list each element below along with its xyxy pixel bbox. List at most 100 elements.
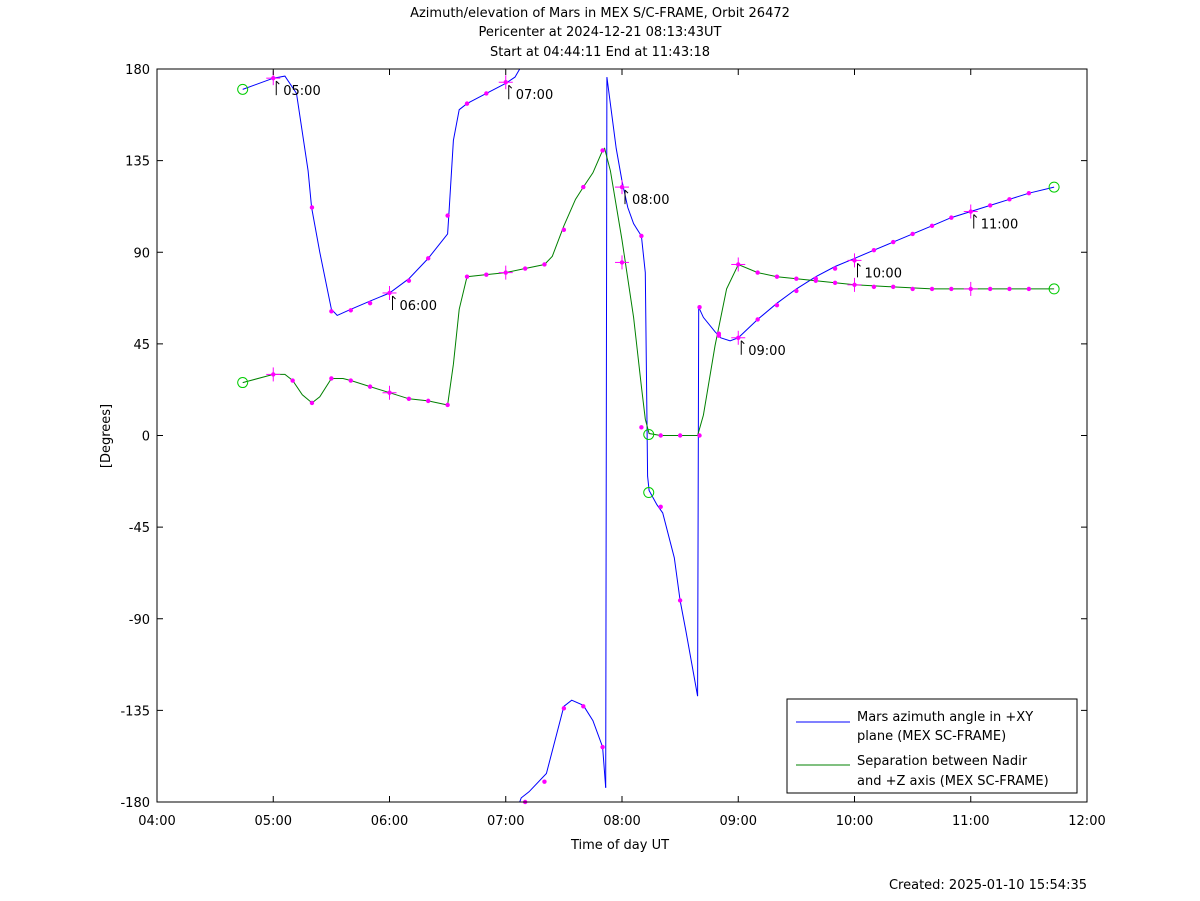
endpoint-circle-marker [237, 377, 249, 389]
x-tick-label: 11:00 [952, 814, 989, 829]
endpoint-circle-marker [643, 487, 655, 499]
data-point-marker [871, 248, 877, 253]
data-point-marker [464, 274, 470, 279]
y-tick-label: 45 [133, 338, 150, 353]
data-point-marker [658, 504, 663, 509]
data-point-marker [1026, 286, 1032, 292]
time-label-pointer-head [857, 263, 861, 267]
data-point-marker [891, 284, 896, 290]
data-point-marker [929, 286, 935, 292]
data-point-marker [581, 704, 586, 709]
endpoint-circle-marker [237, 83, 249, 95]
data-point-marker [697, 433, 702, 438]
y-tick-label: -90 [129, 613, 150, 628]
time-label: 05:00 [283, 84, 320, 99]
data-point-marker [600, 744, 605, 750]
legend-label-azimuth-line1: Mars azimuth angle in +XY [857, 710, 1033, 725]
series-layer [242, 68, 1055, 803]
x-tick-label: 09:00 [720, 814, 757, 829]
data-point-marker [348, 308, 353, 313]
data-point-marker [309, 205, 315, 210]
time-label-pointer-head [275, 80, 280, 85]
legend-label-separation-line1: Separation between Nadir [857, 754, 1028, 769]
data-point-marker [522, 266, 528, 271]
chart-title-line3: Start at 04:44:11 End at 11:43:18 [490, 45, 710, 60]
data-point-marker [910, 231, 915, 237]
y-tick-label: -180 [120, 796, 150, 811]
data-point-marker [367, 300, 373, 306]
time-label-layer: 05:00 06:00 07:00 08:00 09:00 10:00 11:00 [275, 80, 1018, 359]
time-label-pointer-head [740, 340, 745, 345]
time-label: 07:00 [516, 88, 553, 103]
x-tick-label: 10:00 [836, 814, 873, 829]
y-tick-label: 0 [142, 430, 150, 445]
series-line-azimuth [605, 77, 699, 788]
y-axis-label: [Degrees] [99, 404, 114, 468]
time-label-pointer-head [973, 214, 978, 218]
axis-layer: 04:00 05:00 06:00 07:00 08:00 09:00 10:00 11:00… [120, 63, 1105, 829]
data-point-marker [871, 284, 877, 290]
data-point-marker [290, 378, 295, 383]
endpoint-circle-marker [643, 428, 655, 440]
data-point-marker [755, 270, 760, 275]
data-point-marker [774, 274, 780, 279]
data-point-marker [639, 425, 644, 430]
data-point-marker [832, 266, 838, 271]
data-point-marker [1026, 191, 1032, 196]
data-point-marker [581, 184, 586, 190]
x-tick-label: 04:00 [138, 814, 175, 829]
x-tick-label: 05:00 [255, 814, 292, 829]
data-point-marker [716, 333, 722, 338]
data-point-marker [445, 213, 450, 218]
data-point-marker [561, 706, 567, 711]
legend: Mars azimuth angle in +XY plane (MEX SC-… [786, 698, 1078, 794]
data-point-marker [484, 272, 489, 277]
y-tick-label: -135 [120, 704, 150, 719]
data-point-marker [677, 598, 683, 603]
data-point-marker [949, 286, 954, 292]
x-tick-label: 07:00 [487, 814, 524, 829]
data-point-marker [987, 286, 993, 292]
data-point-marker [658, 433, 663, 438]
x-tick-label: 12:00 [1068, 814, 1105, 829]
data-point-marker [794, 288, 799, 294]
time-label-pointer-head [508, 84, 513, 89]
data-point-marker [367, 384, 373, 389]
marker-layer [237, 71, 1060, 805]
time-label: 11:00 [981, 218, 1018, 233]
data-point-marker [774, 302, 780, 308]
data-point-marker [677, 433, 683, 438]
data-point-marker [542, 262, 547, 267]
endpoint-circle-marker [1048, 283, 1060, 295]
data-point-marker [406, 278, 412, 283]
x-tick-label: 08:00 [603, 814, 640, 829]
legend-label-separation-line2: and +Z axis (MEX SC-FRAME) [857, 774, 1049, 789]
chart-title-line1: Azimuth/elevation of Mars in MEX S/C-FRA… [410, 6, 790, 21]
data-point-marker [1007, 197, 1012, 202]
data-point-marker [445, 402, 450, 408]
data-point-marker [891, 239, 896, 245]
data-point-marker [561, 227, 567, 233]
time-label-pointer-head [392, 295, 396, 300]
data-point-marker [1007, 286, 1012, 292]
endpoint-circle-marker [1048, 181, 1060, 193]
x-tick-label: 06:00 [371, 814, 408, 829]
data-point-marker [542, 779, 547, 784]
data-point-marker [910, 286, 915, 292]
data-point-marker [813, 278, 818, 283]
data-point-marker [949, 215, 954, 220]
series-line-azimuth [242, 68, 521, 317]
y-tick-label: 90 [133, 246, 150, 261]
data-point-marker [484, 91, 489, 96]
data-point-marker [929, 223, 935, 228]
series-line-separation [242, 147, 1055, 436]
created-timestamp: Created: 2025-01-10 15:54:35 [889, 878, 1087, 893]
data-point-marker [464, 101, 470, 106]
data-point-marker [600, 148, 605, 153]
x-axis-label: Time of day UT [570, 838, 669, 853]
data-point-marker [697, 305, 702, 310]
data-point-marker [426, 256, 431, 261]
data-point-marker [406, 396, 412, 402]
data-point-marker [639, 233, 644, 239]
